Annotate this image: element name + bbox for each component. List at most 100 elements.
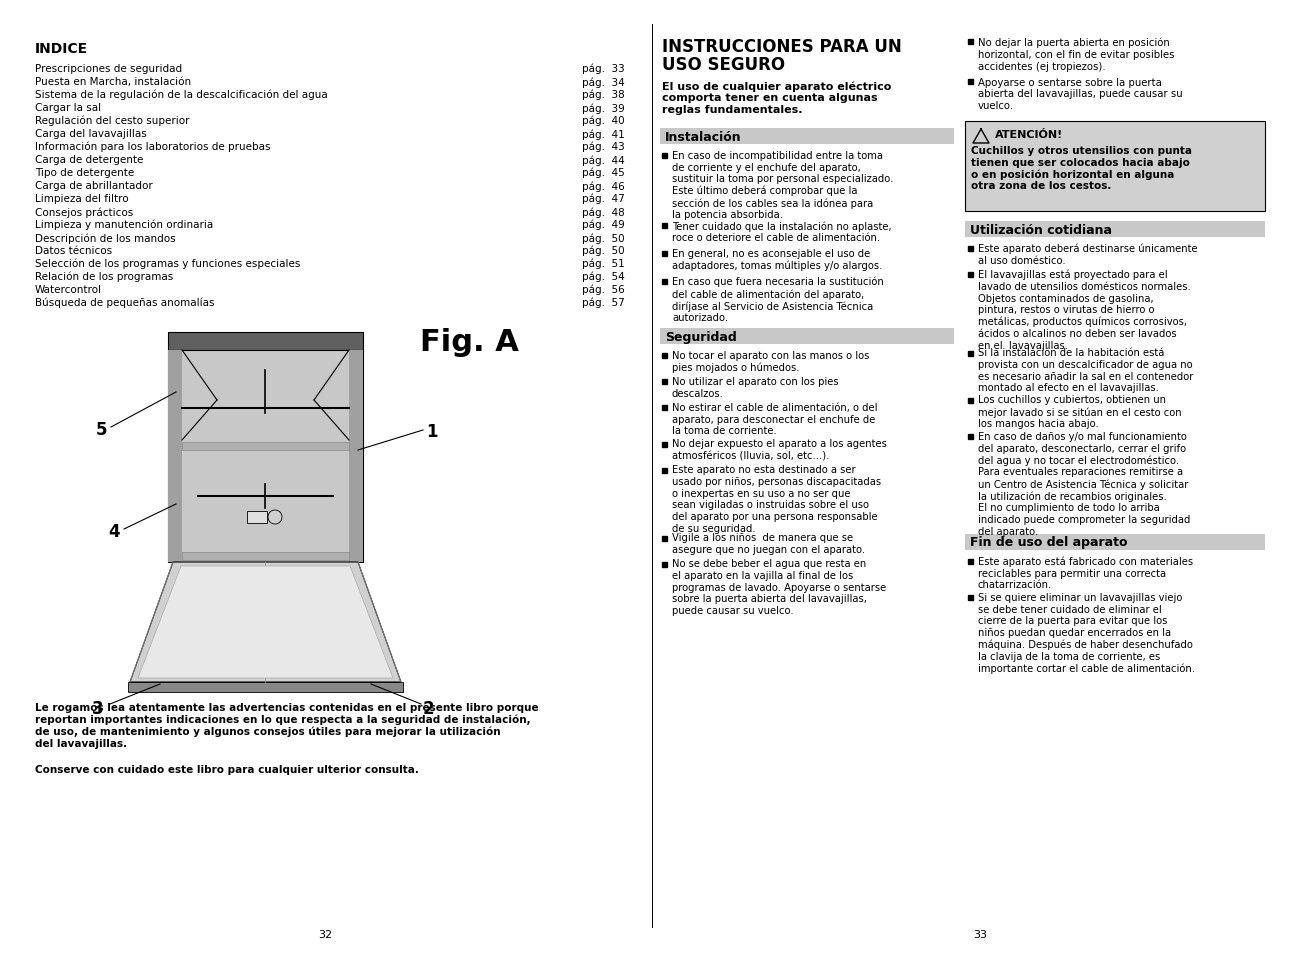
Text: Tipo de detergente: Tipo de detergente [35, 168, 135, 178]
Text: pág.  46: pág. 46 [582, 181, 625, 192]
Text: pág.  43: pág. 43 [582, 142, 625, 152]
Text: Consejos prácticos: Consejos prácticos [35, 207, 133, 217]
Bar [661, 329, 954, 345]
Text: pág.  54: pág. 54 [582, 272, 625, 282]
Text: Este aparato deberá destinarse únicamente
al uso doméstico.: Este aparato deberá destinarse únicament… [978, 244, 1198, 266]
Polygon shape [968, 351, 973, 356]
Bar [167, 351, 182, 562]
Text: En caso de incompatibilidad entre la toma
de corriente y el enchufe del aparato,: En caso de incompatibilidad entre la tom… [672, 151, 893, 220]
Text: 32: 32 [318, 929, 332, 939]
Bar [238, 618, 266, 636]
Text: Fig. A: Fig. A [420, 328, 519, 356]
Text: Instalación: Instalación [664, 131, 742, 144]
Text: Si la instalación de la habitación está
provista con un descalcificador de agua : Si la instalación de la habitación está … [978, 348, 1193, 393]
Bar [182, 553, 349, 560]
Bar [965, 534, 1265, 550]
Text: 5: 5 [95, 420, 107, 438]
Text: 1: 1 [426, 422, 437, 440]
Text: No estirar el cable de alimentación, o del
aparato, para desconectar el enchufe : No estirar el cable de alimentación, o d… [672, 402, 878, 436]
Bar [182, 442, 349, 451]
Text: En caso que fuera necesaria la sustitución
del cable de alimentación del aparato: En caso que fuera necesaria la sustituci… [672, 276, 884, 323]
Text: No se debe beber el agua que resta en
el aparato en la vajilla al final de los
p: No se debe beber el agua que resta en el… [672, 558, 887, 616]
Text: pág.  38: pág. 38 [582, 90, 625, 100]
Text: 33: 33 [973, 929, 988, 939]
Text: En general, no es aconsejable el uso de
adaptadores, tomas múltiples y/o alargos: En general, no es aconsejable el uso de … [672, 249, 883, 271]
Polygon shape [662, 354, 667, 358]
Text: Carga del lavavajillas: Carga del lavavajillas [35, 129, 146, 139]
Bar [167, 333, 364, 351]
Text: Seguridad: Seguridad [664, 331, 736, 344]
Polygon shape [968, 558, 973, 564]
Text: Conserve con cuidado este libro para cualquier ulterior consulta.: Conserve con cuidado este libro para cua… [35, 764, 419, 774]
Bar [661, 129, 954, 145]
Bar [349, 351, 364, 562]
Polygon shape [662, 536, 667, 541]
Circle shape [268, 511, 283, 524]
Polygon shape [968, 247, 973, 252]
Text: pág.  33: pág. 33 [582, 64, 625, 74]
Text: Relación de los programas: Relación de los programas [35, 272, 173, 282]
Text: pág.  40: pág. 40 [582, 116, 625, 127]
Text: Cargar la sal: Cargar la sal [35, 103, 101, 112]
Text: No tocar el aparato con las manos o los
pies mojados o húmedos.: No tocar el aparato con las manos o los … [672, 351, 870, 373]
Text: Los cuchillos y cubiertos, obtienen un
mejor lavado si se sitúan en el cesto con: Los cuchillos y cubiertos, obtienen un m… [978, 395, 1181, 429]
Text: Regulación del cesto superior: Regulación del cesto superior [35, 116, 190, 127]
Bar [268, 619, 283, 634]
Text: Vigile a los niños  de manera que se
asegure que no juegan con el aparato.: Vigile a los niños de manera que se aseg… [672, 533, 865, 555]
Text: Carga de detergente: Carga de detergente [35, 154, 144, 165]
Text: pág.  49: pág. 49 [582, 220, 625, 231]
Text: El lavavajillas está proyectado para el
lavado de utensilios domésticos normales: El lavavajillas está proyectado para el … [978, 270, 1190, 351]
Bar [965, 122, 1265, 212]
Text: pág.  56: pág. 56 [582, 285, 625, 295]
Text: Sistema de la regulación de la descalcificación del agua: Sistema de la regulación de la descalcif… [35, 90, 328, 100]
Text: pág.  45: pág. 45 [582, 168, 625, 178]
Text: Prescripciones de seguridad: Prescripciones de seguridad [35, 64, 182, 74]
Polygon shape [968, 273, 973, 277]
Text: pág.  48: pág. 48 [582, 207, 625, 217]
Text: Watercontrol: Watercontrol [35, 285, 102, 294]
Text: Este aparato está fabricado con materiales
reciclables para permitir una correct: Este aparato está fabricado con material… [978, 556, 1193, 590]
Bar [167, 351, 364, 562]
Polygon shape [662, 406, 667, 411]
Text: Descripción de los mandos: Descripción de los mandos [35, 233, 175, 243]
Polygon shape [968, 79, 973, 85]
Text: pág.  57: pág. 57 [582, 297, 625, 308]
Polygon shape [662, 224, 667, 229]
Text: Carga de abrillantador: Carga de abrillantador [35, 181, 153, 191]
Bar [247, 512, 267, 523]
Text: Datos técnicos: Datos técnicos [35, 246, 112, 255]
Text: pág.  50: pág. 50 [582, 246, 625, 256]
Polygon shape [139, 566, 392, 679]
Text: pág.  51: pág. 51 [582, 258, 625, 269]
Text: Limpieza del filtro: Limpieza del filtro [35, 193, 128, 204]
Text: Utilización cotidiana: Utilización cotidiana [971, 224, 1112, 236]
Text: Búsqueda de pequeñas anomalías: Búsqueda de pequeñas anomalías [35, 297, 215, 308]
Text: ATENCIÓN!: ATENCIÓN! [995, 130, 1063, 140]
Bar [128, 682, 403, 692]
Polygon shape [662, 442, 667, 447]
Text: pág.  39: pág. 39 [582, 103, 625, 113]
Text: Este aparato no esta destinado a ser
usado por niños, personas discapacitadas
o : Este aparato no esta destinado a ser usa… [672, 465, 882, 533]
Polygon shape [968, 435, 973, 439]
Text: Fin de uso del aparato: Fin de uso del aparato [971, 536, 1127, 549]
Polygon shape [968, 596, 973, 600]
Text: Información para los laboratorios de pruebas: Información para los laboratorios de pru… [35, 142, 271, 152]
Text: Apoyarse o sentarse sobre la puerta
abierta del lavavajillas, puede causar su
vu: Apoyarse o sentarse sobre la puerta abie… [978, 77, 1182, 111]
Text: No utilizar el aparato con los pies
descalzos.: No utilizar el aparato con los pies desc… [672, 376, 838, 398]
Text: Limpieza y manutención ordinaria: Limpieza y manutención ordinaria [35, 220, 213, 231]
Polygon shape [662, 252, 667, 256]
Text: Puesta en Marcha, instalación: Puesta en Marcha, instalación [35, 77, 191, 87]
Text: No dejar expuesto el aparato a los agentes
atmosféricos (lluvia, sol, etc...).: No dejar expuesto el aparato a los agent… [672, 439, 887, 460]
Polygon shape [662, 562, 667, 567]
Text: El uso de cualquier aparato eléctrico
comporta tener en cuenta algunas
reglas fu: El uso de cualquier aparato eléctrico co… [662, 81, 891, 114]
Text: 3: 3 [92, 700, 103, 718]
Text: pág.  47: pág. 47 [582, 193, 625, 204]
Text: 4: 4 [109, 522, 119, 540]
Polygon shape [662, 153, 667, 159]
Polygon shape [662, 468, 667, 473]
Text: pág.  34: pág. 34 [582, 77, 625, 88]
Bar [965, 222, 1265, 237]
Text: No dejar la puerta abierta en posición
horizontal, con el fin de evitar posibles: No dejar la puerta abierta en posición h… [978, 38, 1175, 71]
Text: Tener cuidado que la instalación no aplaste,
roce o deteriore el cable de alimen: Tener cuidado que la instalación no apla… [672, 221, 892, 243]
Polygon shape [662, 280, 667, 285]
